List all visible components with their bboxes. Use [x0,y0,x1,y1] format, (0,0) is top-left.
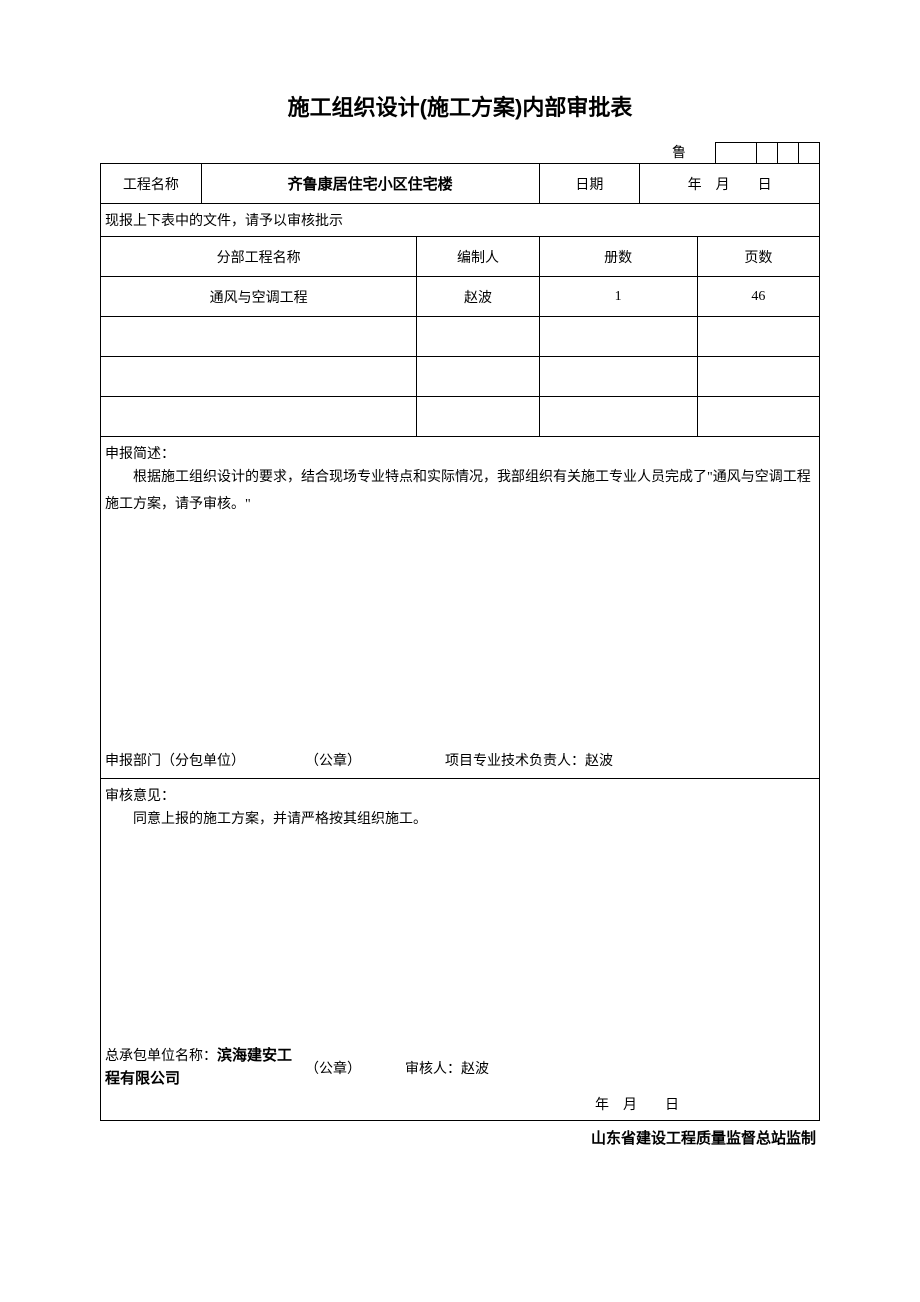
code-box-4 [798,142,820,164]
code-box-2 [756,142,778,164]
notice-text: 现报上下表中的文件，请予以审核批示 [101,204,820,237]
form-title: 施工组织设计(施工方案)内部审批表 [100,90,820,122]
review-seal: （公章） [305,1058,405,1078]
date-label: 日期 [539,164,640,204]
review-label: 审核意见： [105,785,815,805]
desc-footer: 申报部门（分包单位） （公章） 项目专业技术负责人：赵波 [105,750,823,770]
project-row: 工程名称 齐鲁康居住宅小区住宅楼 日期 年 月 日 [101,164,820,204]
table-row: 通风与空调工程 赵波 1 46 [101,277,820,317]
bottom-note: 山东省建设工程质量监督总站监制 [100,1127,820,1148]
col-copies: 册数 [539,237,697,277]
col-pages: 页数 [697,237,819,277]
table-row [101,317,820,357]
cell-copies: 1 [539,277,697,317]
cell-copies [539,317,697,357]
col-subproject: 分部工程名称 [101,237,417,277]
header-code-row: 鲁 [100,142,820,164]
code-boxes [716,142,820,164]
cell-name [101,357,417,397]
reviewer: 审核人：赵波 [405,1058,823,1078]
contractor-block: 总承包单位名称：滨海建安工程有限公司 [105,1045,305,1090]
cell-name: 通风与空调工程 [101,277,417,317]
desc-footer-leader: 项目专业技术负责人：赵波 [445,750,823,770]
cell-author [417,317,539,357]
date-value: 年 月 日 [640,164,820,204]
cell-name [101,397,417,437]
cell-pages: 46 [697,277,819,317]
cell-name [101,317,417,357]
desc-footer-seal: （公章） [305,750,445,770]
cell-author: 赵波 [417,277,539,317]
table-row [101,397,820,437]
review-section: 审核意见： 同意上报的施工方案，并请严格按其组织施工。 总承包单位名称：滨海建安… [100,779,820,1121]
project-name: 齐鲁康居住宅小区住宅楼 [201,164,539,204]
contractor-label: 总承包单位名称： [105,1049,217,1064]
col-author: 编制人 [417,237,539,277]
code-box-3 [777,142,799,164]
notice-row: 现报上下表中的文件，请予以审核批示 [101,204,820,237]
main-table: 工程名称 齐鲁康居住宅小区住宅楼 日期 年 月 日 现报上下表中的文件，请予以审… [100,163,820,437]
cell-pages [697,317,819,357]
cell-author [417,357,539,397]
cell-author [417,397,539,437]
description-section: 申报简述： 根据施工组织设计的要求，结合现场专业特点和实际情况，我部组织有关施工… [100,437,820,779]
review-content: 同意上报的施工方案，并请严格按其组织施工。 [105,807,815,834]
cell-copies [539,397,697,437]
project-label: 工程名称 [101,164,202,204]
lu-label: 鲁 [672,142,686,164]
desc-label: 申报简述： [105,443,815,463]
review-footer: 总承包单位名称：滨海建安工程有限公司 （公章） 审核人：赵波 [105,1045,823,1090]
desc-footer-dept: 申报部门（分包单位） [105,750,305,770]
desc-content: 根据施工组织设计的要求，结合现场专业特点和实际情况，我部组织有关施工专业人员完成… [105,465,815,518]
table-row [101,357,820,397]
code-box-1 [715,142,757,164]
review-date: 年 月 日 [595,1094,679,1114]
cell-copies [539,357,697,397]
cell-pages [697,397,819,437]
cell-pages [697,357,819,397]
header-columns-row: 分部工程名称 编制人 册数 页数 [101,237,820,277]
